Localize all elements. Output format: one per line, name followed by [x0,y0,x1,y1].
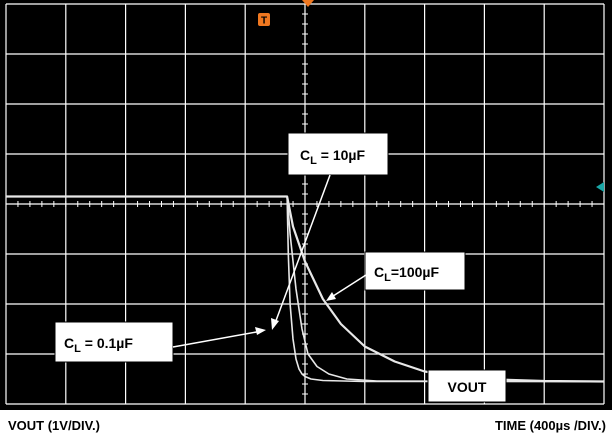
channel-label: VOUT [427,369,507,403]
arrow-cl-01uf [172,330,263,348]
svg-text:VOUT: VOUT [448,379,487,395]
arrow-cl-100uf [329,274,367,299]
trace-cl-10uf [6,195,605,383]
label-cl-10uf: CL = 10µF [287,132,389,176]
arrow-head-cl-01uf [255,327,266,335]
x-axis-caption: TIME (400µs /DIV.) [494,418,606,433]
svg-text:CL = 10µF: CL = 10µF [300,147,365,167]
arrow-head-cl-10uf [271,318,279,330]
trigger-position-icon [302,0,314,7]
trigger-marker-icon: T [258,13,270,27]
svg-text:CL = 0.1µF: CL = 0.1µF [64,335,133,355]
arrow-cl-10uf [273,174,331,327]
y-axis-caption: VOUT (1V/DIV.) [8,418,100,433]
label-cl-01uf: CL = 0.1µF [54,321,174,363]
label-cl-100uf: CL=100µF [364,251,466,291]
grid [5,3,605,405]
ground-level-marker-icon [596,182,604,192]
trace-cl-0-1uf [6,195,604,383]
svg-text:T: T [261,16,267,27]
arrow-head-cl-100uf [326,292,336,301]
svg-text:CL=100µF: CL=100µF [374,264,439,284]
oscilloscope-plot: T CL = 10µF CL=100µF CL = 0.1µF VOUT [0,0,612,410]
